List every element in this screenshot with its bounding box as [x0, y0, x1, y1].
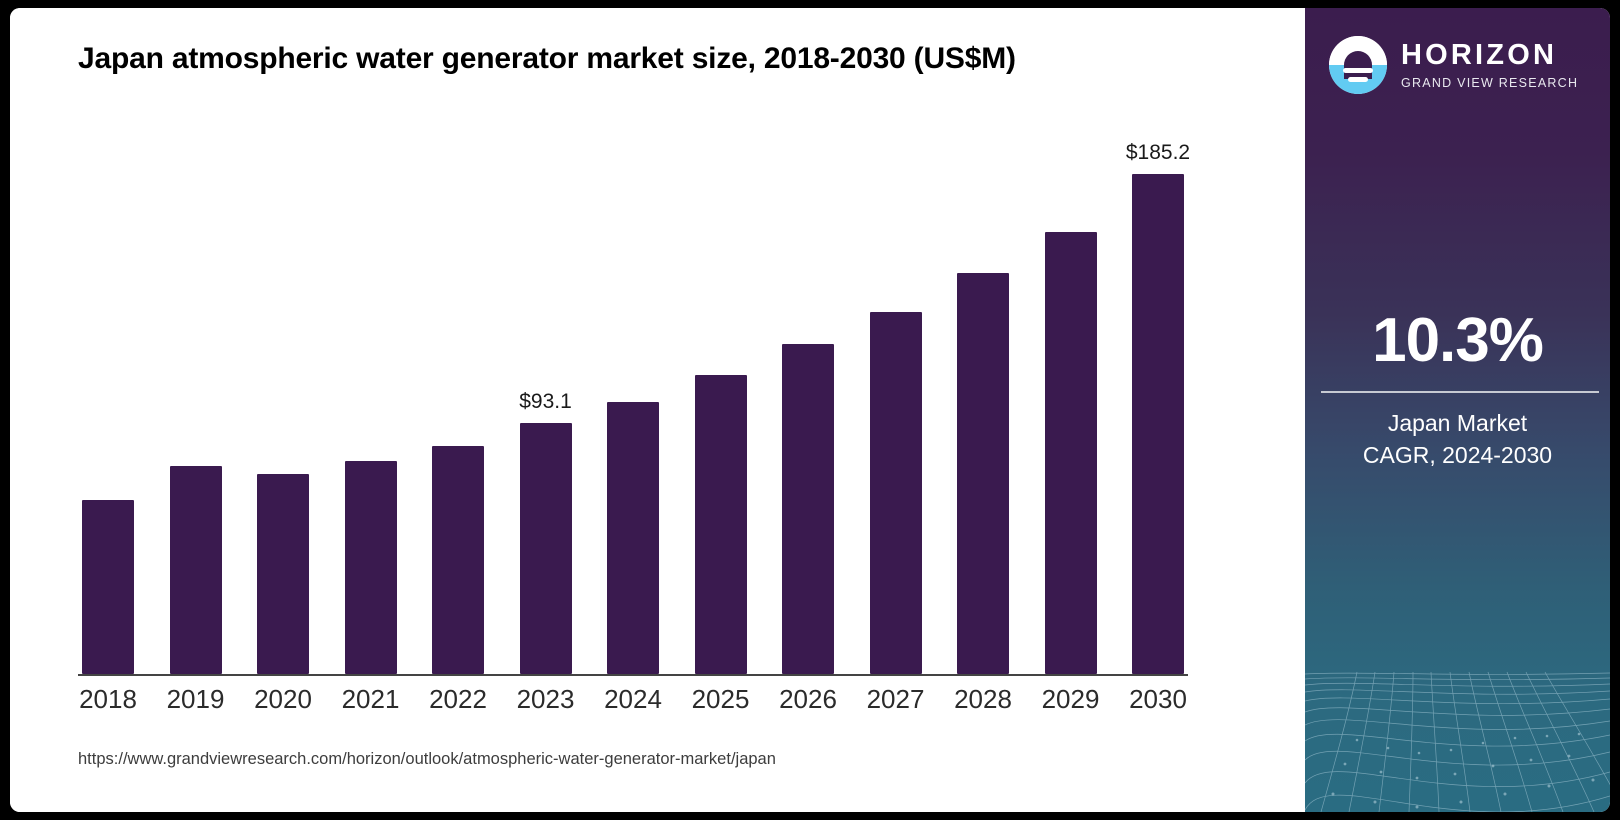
x-tick-2021: 2021 — [341, 684, 400, 714]
bar-2020[interactable] — [257, 474, 309, 674]
cagr-caption-line2: CAGR, 2024-2030 — [1362, 442, 1553, 469]
chart-pane: Japan atmospheric water generator market… — [10, 8, 1295, 812]
x-axis-line — [78, 674, 1188, 676]
bar-2029[interactable] — [1044, 232, 1097, 674]
bar-series: $93.1 — [78, 128, 1191, 674]
x-tick-2018: 2018 — [79, 684, 137, 714]
perspective-mesh-graphic — [1305, 671, 1610, 812]
bar-2024[interactable] — [607, 402, 659, 674]
horizon-logo-icon — [1329, 36, 1387, 94]
mesh-node-dots — [1331, 732, 1595, 809]
x-tick-2028: 2028 — [954, 684, 1012, 714]
brand-side-panel: HORIZON GRAND VIEW RESEARCH 10.3% Japan … — [1305, 8, 1610, 812]
x-tick-2019: 2019 — [166, 684, 225, 714]
x-tick-2020: 2020 — [254, 684, 312, 714]
cagr-block: 10.3% Japan Market CAGR, 2024-2030 — [1305, 308, 1610, 472]
cagr-divider — [1321, 391, 1599, 393]
x-tick-2025: 2025 — [691, 684, 750, 714]
x-axis-labels: 2018 2019 2020 2021 2022 2023 2024 2025 … — [78, 684, 1188, 715]
bar-2018[interactable] — [82, 500, 134, 674]
x-tick-2029: 2029 — [1041, 684, 1100, 714]
plot-area: $93.1 — [78, 128, 1191, 676]
bar-value-2023: $93.1 — [519, 390, 572, 413]
bar-2022[interactable] — [432, 446, 484, 674]
x-tick-2022: 2022 — [429, 684, 487, 714]
bar-2028[interactable] — [957, 273, 1009, 674]
x-tick-2027: 2027 — [866, 684, 925, 714]
bar-slot-2018 — [78, 128, 138, 674]
bar-value-2030: $185.2 — [1125, 141, 1191, 164]
logo-horizon-bar-upper — [1343, 68, 1373, 74]
bar-slot-2023: $93.1 — [516, 128, 576, 674]
cagr-caption-line1: Japan Market — [1387, 409, 1528, 436]
bar-slot-2027 — [866, 128, 926, 674]
x-tick-2023: 2023 — [516, 684, 575, 714]
bar-slot-2028 — [953, 128, 1013, 674]
bar-slot-2019 — [166, 128, 226, 674]
bar-2025[interactable] — [694, 375, 747, 674]
bar-slot-2022 — [428, 128, 488, 674]
x-tick-2030: 2030 — [1129, 684, 1187, 714]
x-tick-2026: 2026 — [779, 684, 837, 714]
cagr-value: 10.3% — [1372, 306, 1544, 375]
source-url[interactable]: https://www.grandviewresearch.com/horizo… — [78, 750, 776, 768]
horizon-logo: HORIZON GRAND VIEW RESEARCH — [1329, 36, 1578, 94]
bar-slot-2029 — [1041, 128, 1101, 674]
bar-slot-2021 — [341, 128, 401, 674]
bar-2023[interactable] — [519, 423, 572, 674]
bar-2026[interactable] — [782, 344, 834, 674]
bar-slot-2025 — [691, 128, 751, 674]
bar-2030[interactable] — [1132, 174, 1184, 674]
bar-slot-2024 — [603, 128, 663, 674]
bar-slot-2030: $185.2 — [1125, 128, 1191, 674]
x-tick-2024: 2024 — [604, 684, 662, 714]
bar-slot-2026 — [778, 128, 838, 674]
bar-2019[interactable] — [169, 466, 222, 674]
logo-wordmark: HORIZON — [1401, 39, 1558, 72]
bar-2027[interactable] — [869, 312, 922, 674]
report-card: Japan atmospheric water generator market… — [10, 8, 1610, 812]
logo-tagline: GRAND VIEW RESEARCH — [1401, 75, 1579, 90]
logo-sun-dome — [1344, 51, 1372, 80]
chart-title: Japan atmospheric water generator market… — [78, 42, 1016, 75]
horizon-logo-text: HORIZON GRAND VIEW RESEARCH — [1401, 39, 1579, 90]
bar-2021[interactable] — [344, 461, 397, 674]
logo-horizon-bar-lower — [1348, 76, 1368, 82]
bar-slot-2020 — [253, 128, 313, 674]
